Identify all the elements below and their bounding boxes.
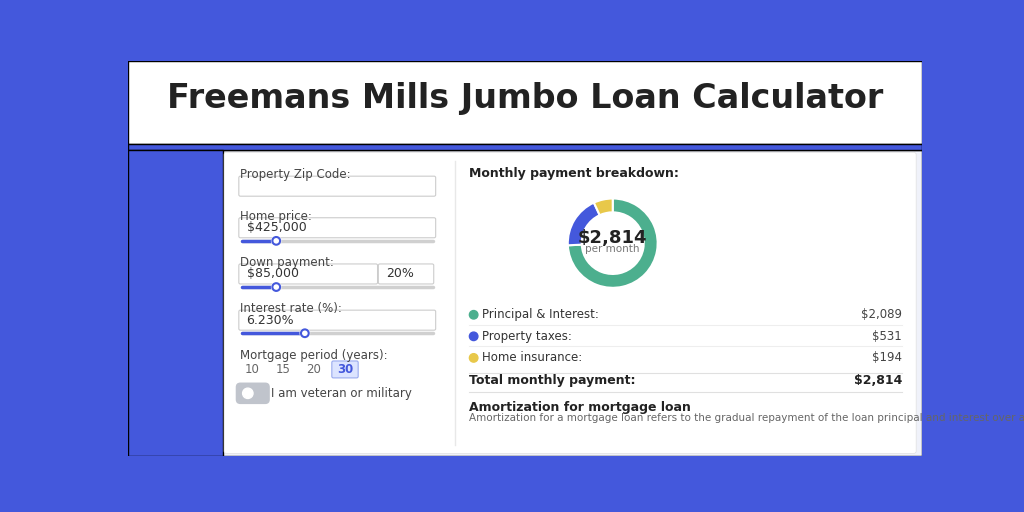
Text: Total monthly payment:: Total monthly payment:: [469, 374, 636, 387]
FancyBboxPatch shape: [239, 218, 435, 238]
Text: Property Zip Code:: Property Zip Code:: [241, 168, 351, 181]
Text: 6.230%: 6.230%: [247, 314, 294, 327]
Text: Home price:: Home price:: [241, 210, 312, 223]
Text: $2,814: $2,814: [854, 374, 902, 387]
Text: $85,000: $85,000: [247, 267, 299, 281]
Text: $2,089: $2,089: [861, 308, 902, 321]
FancyBboxPatch shape: [239, 264, 378, 284]
FancyBboxPatch shape: [128, 61, 922, 144]
Text: Down payment:: Down payment:: [241, 256, 334, 269]
Text: Mortgage period (years):: Mortgage period (years):: [241, 349, 388, 361]
Wedge shape: [567, 203, 600, 245]
Text: $531: $531: [872, 330, 902, 343]
Circle shape: [243, 388, 253, 398]
Text: $194: $194: [872, 351, 902, 365]
Circle shape: [469, 332, 478, 340]
Text: 15: 15: [275, 363, 291, 376]
Text: 10: 10: [245, 363, 259, 376]
FancyBboxPatch shape: [378, 264, 434, 284]
Text: Monthly payment breakdown:: Monthly payment breakdown:: [469, 167, 679, 180]
FancyBboxPatch shape: [128, 61, 922, 456]
FancyBboxPatch shape: [128, 150, 922, 456]
FancyBboxPatch shape: [236, 382, 270, 404]
Circle shape: [469, 354, 478, 362]
Text: Interest rate (%):: Interest rate (%):: [241, 303, 342, 315]
Circle shape: [469, 311, 478, 319]
FancyBboxPatch shape: [239, 310, 435, 330]
Text: per month: per month: [586, 244, 640, 254]
FancyBboxPatch shape: [224, 152, 916, 453]
FancyBboxPatch shape: [128, 150, 222, 456]
Text: 30: 30: [337, 363, 353, 376]
Text: Amortization for mortgage loan: Amortization for mortgage loan: [469, 401, 691, 414]
Circle shape: [583, 213, 643, 273]
Text: 20%: 20%: [386, 267, 414, 281]
Text: 20: 20: [306, 363, 322, 376]
Text: Freemans Mills Jumbo Loan Calculator: Freemans Mills Jumbo Loan Calculator: [167, 82, 883, 115]
Circle shape: [271, 283, 281, 292]
FancyBboxPatch shape: [239, 176, 435, 196]
Text: Property taxes:: Property taxes:: [482, 330, 572, 343]
Wedge shape: [568, 199, 657, 288]
Text: $2,814: $2,814: [578, 229, 647, 247]
Circle shape: [300, 329, 309, 338]
Text: Amortization for a mortgage loan refers to the gradual repayment of the loan pri: Amortization for a mortgage loan refers …: [469, 413, 1024, 423]
Text: $425,000: $425,000: [247, 221, 306, 234]
Text: Principal & Interest:: Principal & Interest:: [482, 308, 599, 321]
FancyBboxPatch shape: [128, 144, 922, 150]
Text: I am veteran or military: I am veteran or military: [271, 387, 413, 400]
Text: Home insurance:: Home insurance:: [482, 351, 583, 365]
FancyBboxPatch shape: [332, 361, 358, 378]
Circle shape: [271, 236, 281, 245]
Wedge shape: [594, 199, 612, 215]
